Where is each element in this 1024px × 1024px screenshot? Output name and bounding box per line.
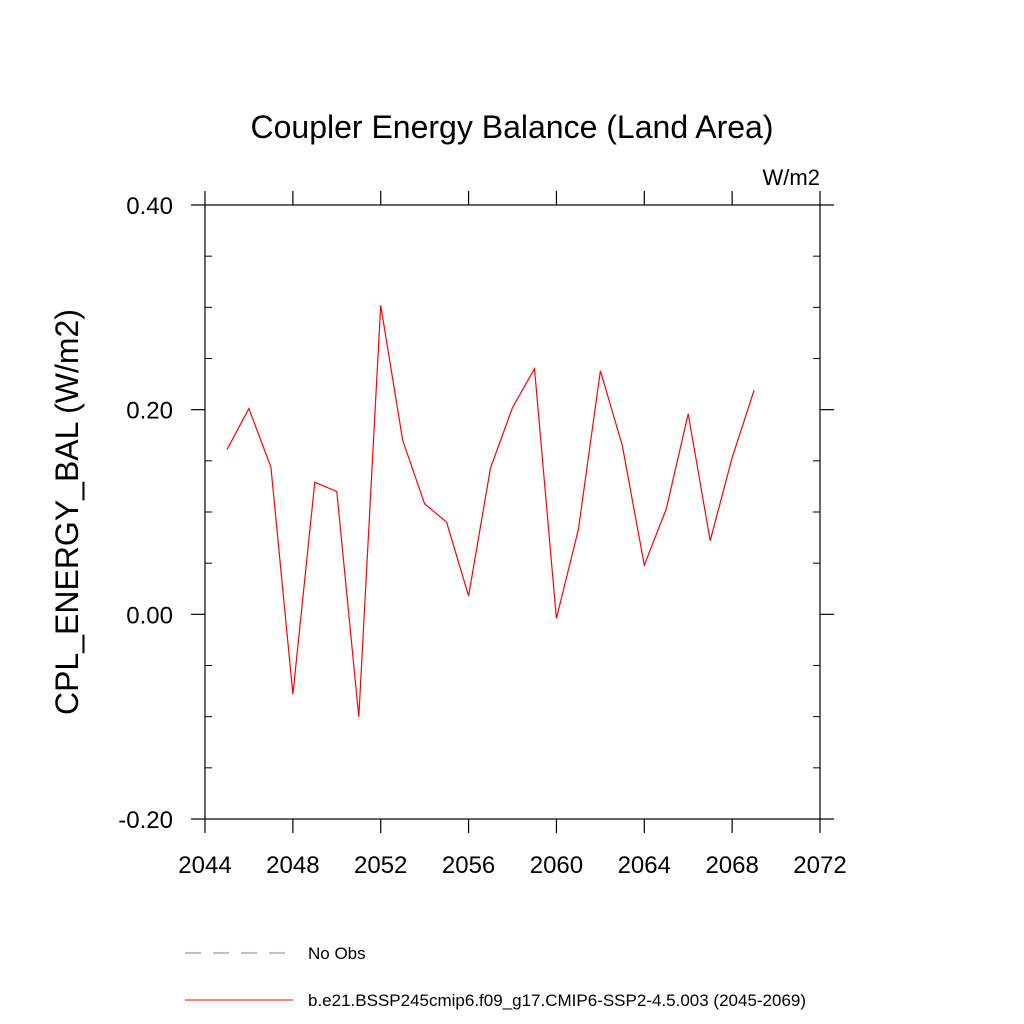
x-tick-label: 2048 <box>266 852 319 879</box>
x-tick-label: 2064 <box>618 852 671 879</box>
legend: No Obs b.e21.BSSP245cmip6.f09_g17.CMIP6-S… <box>185 944 806 1010</box>
x-tick-label: 2056 <box>442 852 495 879</box>
y-tick-label: -0.20 <box>118 807 173 834</box>
plot-frame <box>204 204 821 820</box>
x-tick-label: 2052 <box>354 852 407 879</box>
y-tick-label: 0.20 <box>126 398 173 425</box>
legend-label: No Obs <box>308 944 366 963</box>
y-tick-label: 0.00 <box>126 602 173 629</box>
y-tick-label: 0.40 <box>126 193 173 220</box>
chart-title: Coupler Energy Balance (Land Area) <box>251 109 774 145</box>
units-label: W/m2 <box>763 165 820 190</box>
x-tick-label: 2072 <box>793 852 846 879</box>
x-tick-label: 2044 <box>178 852 231 879</box>
series-line <box>226 305 755 717</box>
x-tick-label: 2060 <box>530 852 583 879</box>
y-axis-label: CPL_ENERGY_BAL (W/m2) <box>49 309 85 715</box>
series-layer <box>226 305 755 717</box>
tick-layer: 2044 2048 2052 2056 2060 2064 2068 2072 -0.20 0.0… <box>118 191 847 879</box>
legend-label: b.e21.BSSP245cmip6.f09_g17.CMIP6-SSP2-4.… <box>308 991 806 1010</box>
x-tick-label: 2068 <box>705 852 758 879</box>
